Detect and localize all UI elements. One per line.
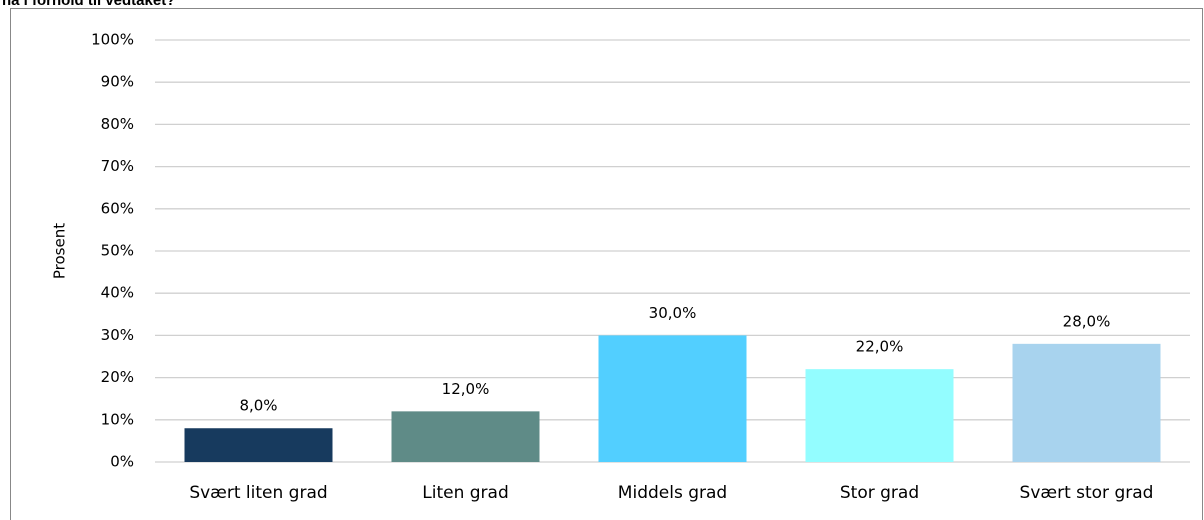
bar — [805, 369, 954, 462]
chart-title: ha i forhold til vedtaket? — [2, 0, 175, 9]
x-tick-label: Stor grad — [840, 483, 919, 503]
data-label: 22,0% — [856, 338, 904, 356]
bar — [1012, 343, 1161, 462]
y-tick-label: 100% — [91, 31, 134, 49]
bar — [184, 428, 333, 462]
y-tick-label: 50% — [101, 242, 134, 260]
y-tick-label: 40% — [101, 284, 134, 302]
y-tick-label: 30% — [101, 326, 134, 344]
x-tick-label: Svært liten grad — [189, 483, 327, 503]
y-tick-label: 90% — [101, 73, 134, 91]
y-tick-label: 0% — [110, 453, 134, 471]
x-tick-label: Middels grad — [618, 483, 727, 503]
x-tick-label: Svært stor grad — [1020, 483, 1154, 503]
data-label: 12,0% — [442, 380, 490, 398]
y-tick-label: 10% — [101, 410, 134, 428]
bar — [391, 411, 540, 462]
y-tick-label: 20% — [101, 368, 134, 386]
data-label: 30,0% — [649, 304, 697, 322]
y-axis-label: Prosent — [51, 223, 69, 279]
data-label: 8,0% — [239, 397, 277, 415]
y-tick-label: 70% — [101, 157, 134, 175]
x-tick-label: Liten grad — [422, 483, 509, 503]
data-label: 28,0% — [1063, 312, 1111, 330]
y-tick-label: 80% — [101, 115, 134, 133]
y-tick-label: 60% — [101, 199, 134, 217]
bar — [598, 335, 747, 462]
